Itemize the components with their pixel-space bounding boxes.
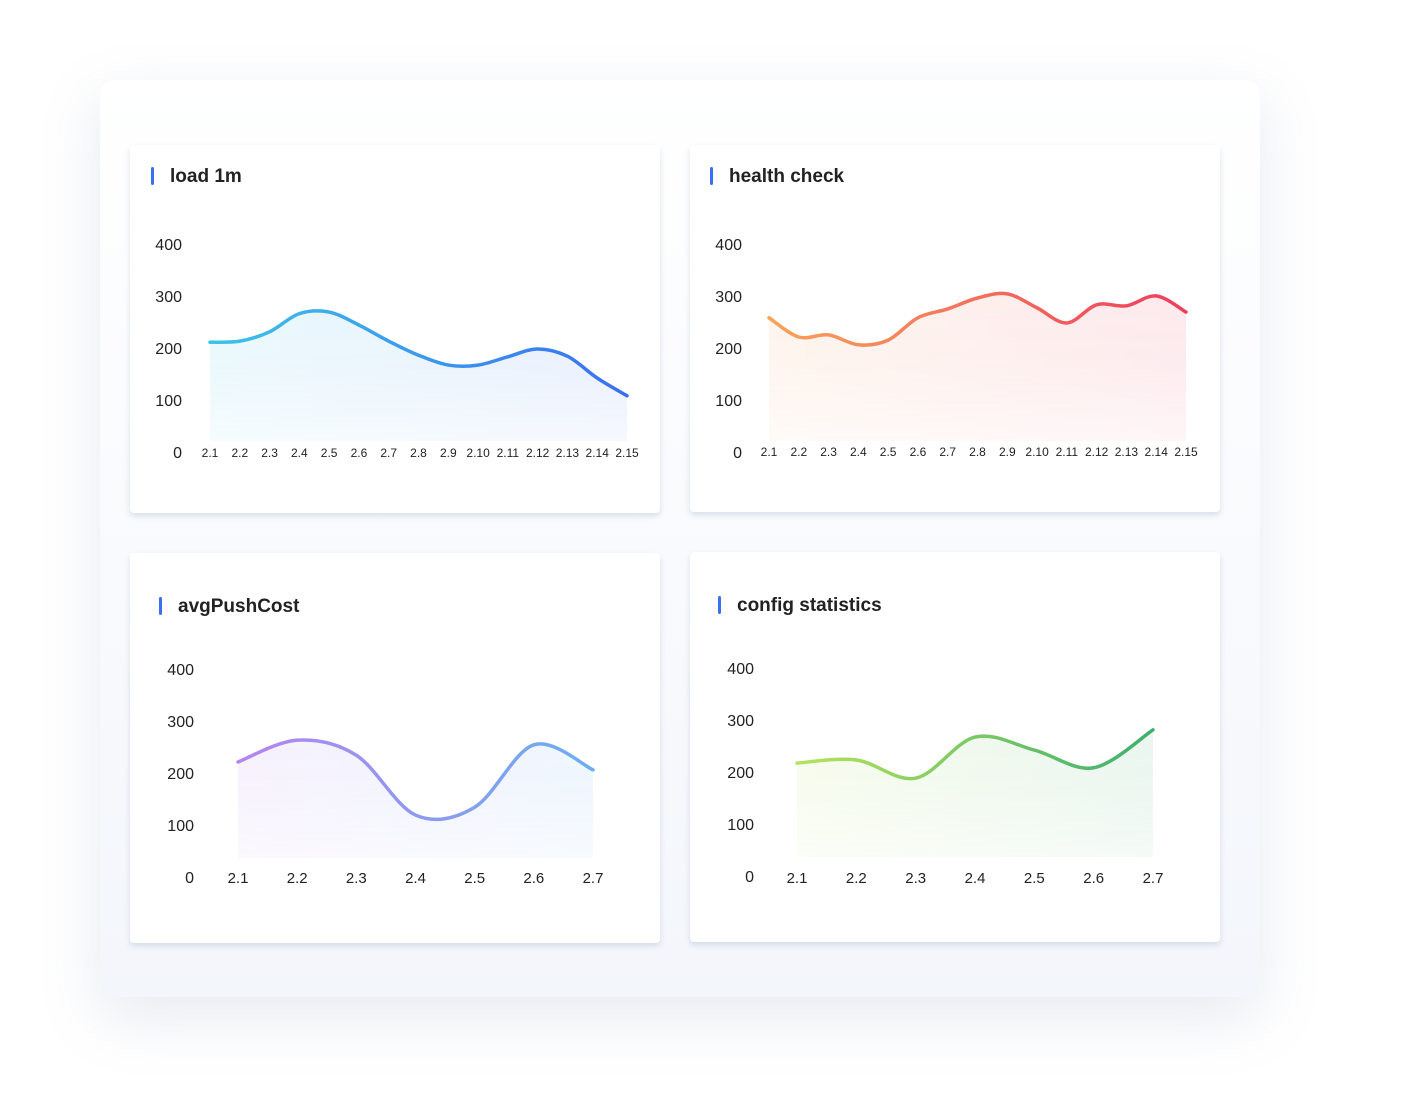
x-tick-label: 2.9 [999, 445, 1016, 459]
x-tick-label: 2.14 [1145, 445, 1169, 459]
chart-title: avgPushCost [178, 596, 300, 617]
y-tick-label: 0 [173, 445, 182, 462]
x-tick-label: 2.12 [1085, 445, 1109, 459]
x-tick-label: 2.14 [586, 446, 610, 460]
x-tick-label: 2.7 [380, 446, 397, 460]
x-tick-label: 2.5 [321, 446, 338, 460]
y-tick-label: 0 [185, 870, 194, 887]
y-tick-label: 300 [715, 289, 742, 306]
x-tick-label: 2.3 [820, 445, 837, 459]
title-marker [151, 167, 154, 185]
line [795, 728, 1155, 781]
x-tick-label: 2.12 [526, 446, 550, 460]
x-tick-label: 2.5 [464, 870, 485, 887]
y-tick-label: 300 [167, 714, 194, 731]
x-tick-label: 2.4 [965, 870, 986, 887]
area [797, 729, 1153, 857]
x-tick-label: 2.13 [556, 446, 580, 460]
x-tick-label: 2.7 [1143, 870, 1164, 887]
chart-panel: load 1m 0 100 200 300 400 2.1 2.2 2.3 2.4 2.5 2.6 2.… [130, 145, 660, 513]
x-tick-label: 2.11 [1056, 445, 1079, 459]
x-tick-label: 2.13 [1115, 445, 1139, 459]
line [236, 738, 595, 822]
x-tick-label: 2.1 [761, 445, 778, 459]
area [238, 739, 593, 858]
x-tick-label: 2.9 [440, 446, 457, 460]
x-tick-label: 2.5 [880, 445, 897, 459]
x-tick-label: 2.2 [846, 870, 867, 887]
x-tick-label: 2.4 [405, 870, 426, 887]
y-tick-label: 100 [715, 393, 742, 410]
x-tick-label: 2.4 [291, 446, 308, 460]
chart: avgPushCost 0 100 200 300 400 2.1 2.2 2.3 2.4 2.5 2… [159, 596, 604, 887]
x-tick-label: 2.6 [351, 446, 368, 460]
x-tick-label: 2.4 [850, 445, 867, 459]
title-marker [159, 597, 162, 615]
x-tick-label: 2.2 [287, 870, 308, 887]
x-tick-label: 2.5 [1024, 870, 1045, 887]
y-tick-label: 400 [167, 662, 194, 679]
y-tick-label: 0 [733, 445, 742, 462]
y-tick-label: 400 [727, 661, 754, 678]
title-marker [718, 596, 721, 614]
chart-panel: health check 0 100 200 300 400 2.1 2.2 2.3 2.4 2.5… [690, 145, 1220, 512]
y-tick-label: 200 [155, 341, 182, 358]
area [210, 310, 627, 441]
y-tick-label: 200 [727, 765, 754, 782]
x-tick-label: 2.1 [202, 446, 219, 460]
y-tick-label: 100 [727, 817, 754, 834]
x-tick-label: 2.15 [1174, 445, 1198, 459]
y-tick-label: 0 [745, 869, 754, 886]
x-tick-label: 2.8 [410, 446, 427, 460]
x-tick-label: 2.7 [939, 445, 956, 459]
x-tick-label: 2.8 [969, 445, 986, 459]
y-tick-label: 100 [167, 818, 194, 835]
area [769, 293, 1186, 441]
x-tick-label: 2.6 [1083, 870, 1104, 887]
x-tick-label: 2.3 [346, 870, 367, 887]
x-tick-label: 2.3 [905, 870, 926, 887]
chart-title: config statistics [737, 595, 882, 616]
x-tick-label: 2.2 [790, 445, 807, 459]
x-tick-label: 2.10 [466, 446, 490, 460]
chart: load 1m 0 100 200 300 400 2.1 2.2 2.3 2.4 2.5 2.6 2.… [151, 166, 639, 462]
x-tick-label: 2.7 [583, 870, 604, 887]
x-tick-label: 2.6 [910, 445, 927, 459]
y-tick-label: 300 [155, 289, 182, 306]
x-tick-label: 2.11 [497, 446, 520, 460]
chart-title: load 1m [170, 166, 242, 187]
chart: config statistics 0 100 200 300 400 2.1 2.2 2.3 2… [718, 595, 1164, 887]
y-tick-label: 400 [155, 237, 182, 254]
x-tick-label: 2.6 [523, 870, 544, 887]
x-tick-label: 2.1 [228, 870, 249, 887]
chart-panel: avgPushCost 0 100 200 300 400 2.1 2.2 2.3 2.4 2.5 2… [130, 553, 660, 943]
chart-panel: config statistics 0 100 200 300 400 2.1 2.2 2.3 2… [690, 552, 1220, 942]
line [767, 291, 1188, 347]
title-marker [710, 167, 713, 185]
x-tick-label: 2.3 [261, 446, 278, 460]
y-tick-label: 300 [727, 713, 754, 730]
y-tick-label: 400 [715, 237, 742, 254]
chart-title: health check [729, 166, 845, 187]
x-tick-label: 2.15 [615, 446, 639, 460]
x-tick-label: 2.10 [1025, 445, 1049, 459]
chart: health check 0 100 200 300 400 2.1 2.2 2.3 2.4 2.5… [710, 166, 1198, 462]
x-tick-label: 2.1 [787, 870, 808, 887]
x-tick-label: 2.2 [231, 446, 248, 460]
y-tick-label: 100 [155, 393, 182, 410]
y-tick-label: 200 [167, 766, 194, 783]
line [208, 309, 629, 398]
y-tick-label: 200 [715, 341, 742, 358]
